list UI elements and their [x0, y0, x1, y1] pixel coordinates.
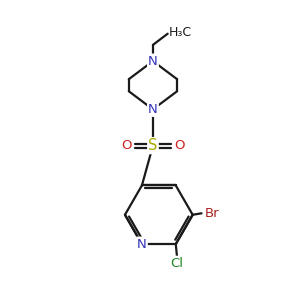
Text: N: N [148, 103, 158, 116]
Text: Cl: Cl [171, 257, 184, 270]
Text: Br: Br [205, 207, 219, 220]
Text: O: O [174, 139, 185, 152]
Text: N: N [148, 55, 158, 68]
Text: O: O [121, 139, 132, 152]
Text: H₃C: H₃C [169, 26, 192, 39]
Text: N: N [137, 238, 147, 250]
Text: S: S [148, 138, 158, 153]
